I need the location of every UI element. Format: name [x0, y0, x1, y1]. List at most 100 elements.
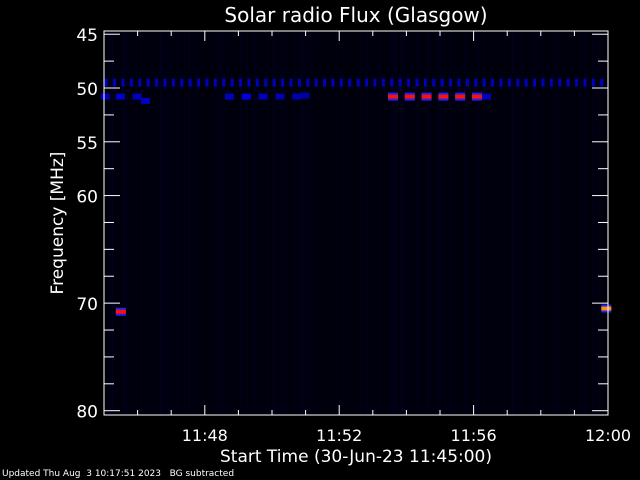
- signal-spot: [275, 93, 285, 100]
- band-mark: [239, 78, 243, 87]
- band-mark: [180, 78, 184, 87]
- band-mark: [566, 78, 570, 87]
- updated-timestamp: Updated Thu Aug 3 10:17:51 2023: [2, 469, 162, 479]
- band-mark: [499, 78, 503, 87]
- noise-column: [580, 31, 581, 415]
- band-mark: [213, 78, 217, 87]
- noise-column: [596, 31, 597, 415]
- signal-spot: [132, 93, 142, 100]
- noise-column: [162, 31, 163, 415]
- noise-column: [108, 31, 109, 415]
- noise-column: [566, 31, 567, 415]
- noise-column: [158, 31, 159, 415]
- band-mark: [297, 78, 301, 87]
- footer: Updated Thu Aug 3 10:17:51 2023 BG subtr…: [2, 469, 234, 479]
- noise-column: [254, 31, 255, 415]
- band-mark: [398, 78, 402, 87]
- noise-column: [214, 31, 215, 415]
- noise-column: [438, 31, 439, 415]
- noise-column: [222, 31, 223, 415]
- band-mark: [415, 78, 419, 87]
- signal-spot: [482, 93, 492, 100]
- signal-spot: [100, 93, 110, 100]
- noise-column: [520, 31, 521, 415]
- signal-spot: [292, 93, 302, 100]
- noise-column: [184, 31, 185, 415]
- band-mark: [272, 78, 276, 87]
- band-mark: [549, 78, 553, 87]
- noise-column: [188, 31, 189, 415]
- noise-column: [166, 31, 167, 415]
- noise-column: [302, 31, 303, 415]
- noise-column: [278, 31, 279, 415]
- noise-column: [256, 31, 257, 415]
- band-mark: [524, 78, 528, 87]
- plot-area: [100, 31, 612, 415]
- band-mark: [356, 78, 360, 87]
- noise-column: [136, 31, 137, 415]
- band-mark: [155, 78, 159, 87]
- axes: 11:48 11:52 11:56 12:00 45 50 55 60 70 80: [76, 26, 631, 445]
- burst-spot: [438, 94, 449, 99]
- noise-column: [430, 31, 431, 415]
- noise-column: [160, 31, 161, 415]
- noise-column: [266, 31, 267, 415]
- noise-column: [534, 31, 535, 415]
- bg-subtracted-note: BG subtracted: [169, 469, 235, 479]
- noise-column: [428, 31, 429, 415]
- noise-column: [512, 31, 513, 415]
- band-mark: [138, 78, 142, 87]
- band-mark: [591, 78, 595, 87]
- band-mark: [289, 78, 293, 87]
- noise-column: [586, 31, 587, 415]
- burst-spot: [455, 94, 466, 99]
- noise-column: [440, 31, 441, 415]
- noise-column: [352, 31, 353, 415]
- noise-column: [450, 31, 451, 415]
- noise-column: [416, 31, 417, 415]
- x-tick-label: 12:00: [585, 426, 631, 445]
- noise-column: [258, 31, 259, 415]
- noise-column: [532, 31, 533, 415]
- noise-column: [542, 31, 543, 415]
- noise-column: [150, 31, 151, 415]
- band-mark: [457, 78, 461, 87]
- band-mark: [423, 78, 427, 87]
- noise-column: [122, 31, 123, 415]
- noise-column: [478, 31, 479, 415]
- noise-column: [490, 31, 491, 415]
- signal-spot: [115, 93, 125, 100]
- noise-column: [192, 31, 193, 415]
- y-tick-label: 45: [76, 26, 98, 46]
- noise-column: [130, 31, 131, 415]
- plot-frame: [103, 30, 609, 416]
- band-mark: [197, 78, 201, 87]
- band-mark: [281, 78, 285, 87]
- noise-column: [584, 31, 585, 415]
- noise-column: [400, 31, 401, 415]
- noise-column: [272, 31, 273, 415]
- noise-column: [454, 31, 455, 415]
- noise-column: [548, 31, 549, 415]
- noise-column: [240, 31, 241, 415]
- noise-column: [464, 31, 465, 415]
- band-mark: [491, 78, 495, 87]
- band-mark: [558, 78, 562, 87]
- noise-column: [554, 31, 555, 415]
- noise-column: [514, 31, 515, 415]
- band-mark: [247, 78, 251, 87]
- noise-column: [402, 31, 403, 415]
- noise-column: [392, 31, 393, 415]
- noise-column: [196, 31, 197, 415]
- noise-column: [360, 31, 361, 415]
- noise-column: [504, 31, 505, 415]
- band-mark: [575, 78, 579, 87]
- signal-spot: [225, 93, 234, 100]
- noise-column: [282, 31, 283, 415]
- chart-title: Solar radio Flux (Glasgow): [224, 3, 487, 27]
- burst-spot: [404, 94, 415, 99]
- x-tick-label: 11:48: [182, 426, 228, 445]
- band-mark: [516, 78, 520, 87]
- x-tick-label: 11:56: [451, 426, 497, 445]
